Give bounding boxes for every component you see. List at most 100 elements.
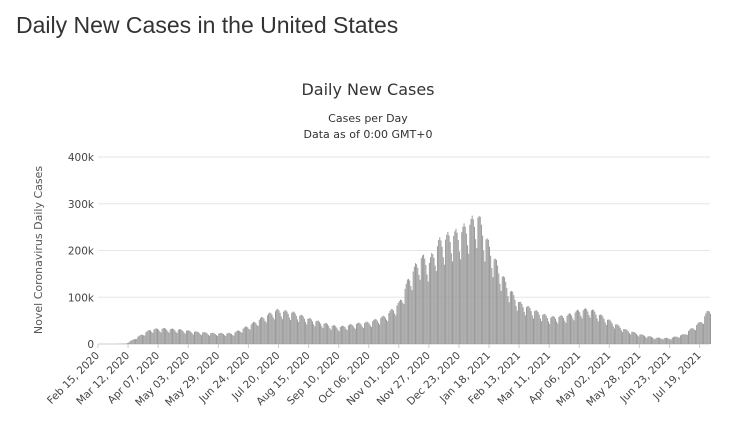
- bar: [616, 324, 618, 344]
- bar: [460, 259, 462, 344]
- bar: [457, 239, 459, 344]
- bar: [596, 318, 598, 344]
- bar: [587, 311, 589, 344]
- bar: [675, 336, 677, 344]
- bar: [490, 255, 492, 344]
- bar: [416, 264, 418, 344]
- bar: [467, 245, 469, 344]
- bar: [601, 314, 603, 344]
- bar: [499, 283, 501, 344]
- bar: [634, 332, 636, 344]
- bar: [269, 312, 271, 344]
- bar: [158, 329, 160, 344]
- bar: [170, 328, 172, 344]
- bar: [212, 332, 214, 344]
- bar: [194, 331, 196, 344]
- bar: [316, 320, 318, 344]
- bar: [556, 321, 558, 344]
- bar: [626, 330, 628, 344]
- bar: [594, 311, 596, 344]
- bar: [327, 324, 329, 344]
- bar: [227, 333, 229, 344]
- bar: [564, 320, 566, 344]
- bar: [668, 338, 670, 344]
- bar: [129, 341, 131, 344]
- bar: [548, 321, 550, 344]
- bar: [219, 333, 221, 344]
- bar: [329, 328, 331, 344]
- bar: [217, 335, 219, 344]
- bar: [504, 277, 506, 344]
- bar: [315, 321, 317, 344]
- chart-subtitle-line-2: Data as of 0:00 GMT+0: [304, 128, 433, 141]
- bar: [283, 311, 285, 344]
- bar: [133, 339, 135, 344]
- bar: [462, 226, 464, 344]
- bar: [175, 331, 177, 344]
- bar: [162, 328, 164, 344]
- bar: [585, 308, 587, 344]
- bar: [288, 317, 290, 344]
- bar: [302, 316, 304, 344]
- bar: [689, 329, 691, 344]
- bar: [331, 325, 333, 344]
- bar: [225, 335, 227, 344]
- bar: [405, 283, 407, 344]
- bar: [618, 326, 620, 344]
- bar: [178, 329, 180, 344]
- bar: [335, 326, 337, 344]
- bar: [463, 223, 465, 344]
- bar: [494, 258, 496, 344]
- bar: [406, 279, 408, 344]
- bar: [206, 333, 208, 344]
- bar: [306, 324, 308, 344]
- bar: [507, 296, 509, 344]
- bar: [202, 332, 204, 344]
- page-title: Daily New Cases in the United States: [16, 12, 399, 38]
- bar: [582, 310, 584, 344]
- bar: [523, 311, 525, 344]
- y-tick-label: 100k: [68, 292, 95, 304]
- bar: [229, 333, 231, 344]
- bar: [454, 231, 456, 344]
- bar: [630, 334, 632, 344]
- bar: [126, 343, 128, 344]
- bar: [418, 274, 420, 344]
- bar: [410, 286, 412, 344]
- bar: [375, 319, 377, 344]
- bar: [561, 316, 563, 344]
- bar: [531, 315, 533, 344]
- bar: [211, 332, 213, 344]
- bar: [509, 291, 511, 344]
- bar: [191, 333, 193, 344]
- bar: [644, 335, 646, 344]
- bar: [262, 317, 264, 344]
- bar: [624, 329, 626, 344]
- bar: [516, 310, 518, 344]
- bar: [276, 309, 278, 344]
- bar: [183, 332, 185, 344]
- bar: [546, 318, 548, 344]
- bar: [645, 337, 647, 344]
- bar: [250, 324, 252, 344]
- bar: [130, 340, 132, 344]
- bar: [431, 253, 433, 344]
- bar: [344, 327, 346, 344]
- bar: [293, 311, 295, 344]
- bar: [402, 302, 404, 344]
- bar: [240, 331, 242, 344]
- bar: [343, 326, 345, 344]
- bar: [241, 332, 243, 344]
- bar: [147, 330, 149, 344]
- bar: [501, 276, 503, 344]
- bar: [398, 301, 400, 344]
- bar: [493, 259, 495, 344]
- bar: [697, 323, 699, 344]
- bar: [279, 312, 281, 344]
- bar: [308, 318, 310, 344]
- bar: [200, 335, 202, 344]
- bar: [210, 333, 212, 344]
- bar: [324, 323, 326, 344]
- bar: [182, 330, 184, 344]
- bar: [580, 315, 582, 344]
